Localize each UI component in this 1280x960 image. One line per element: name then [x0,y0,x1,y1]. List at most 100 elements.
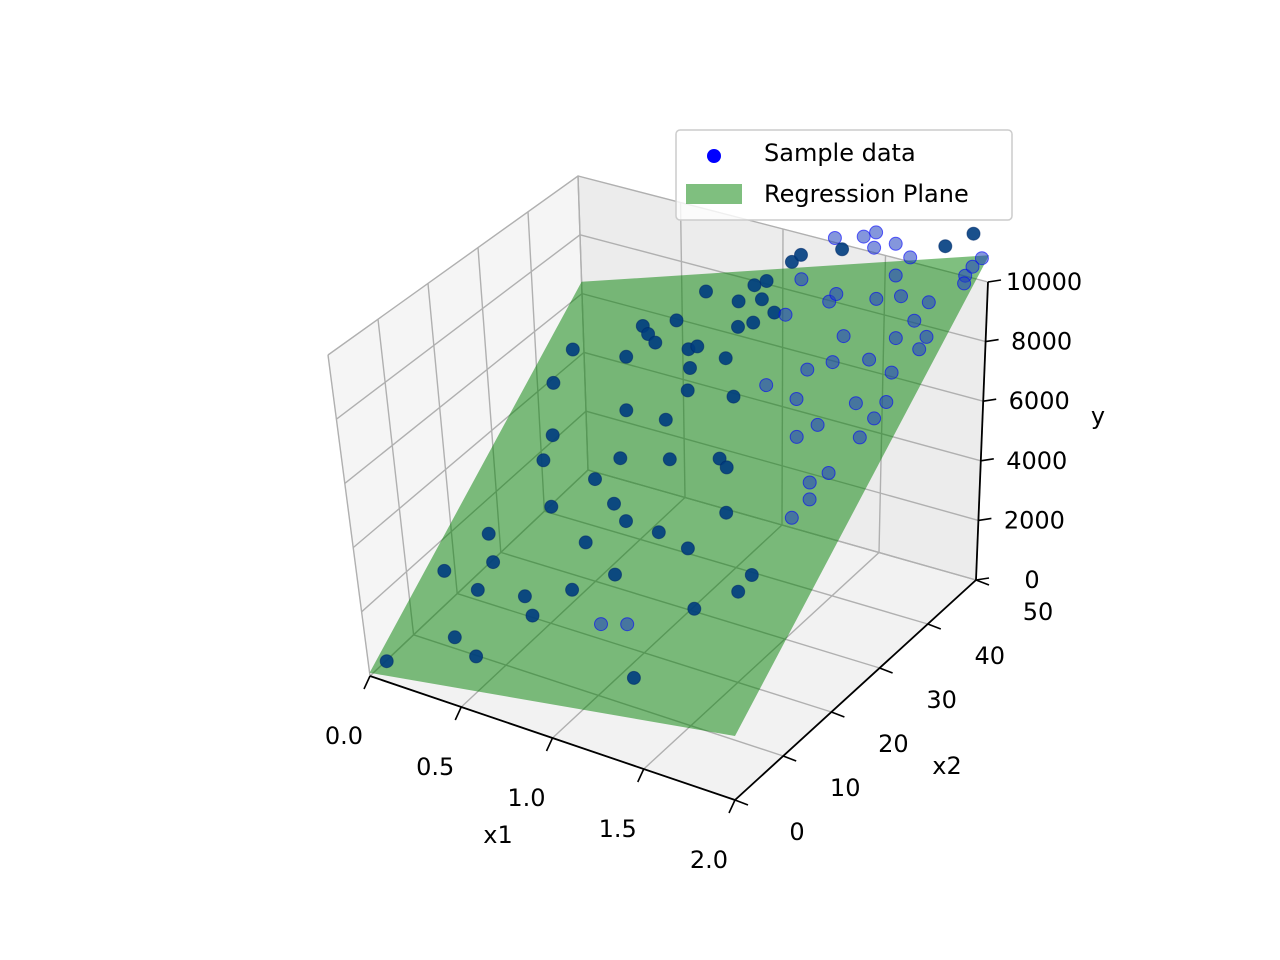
sample-data-points [379,225,989,685]
data-point [852,430,867,445]
data-point [379,654,394,669]
data-point [613,451,628,466]
data-point [651,525,666,540]
z-tick [975,577,990,581]
data-point [789,429,804,444]
data-point [546,375,561,390]
data-point [744,568,759,582]
z-tick-label: 10000 [1006,268,1082,296]
data-point [829,287,844,301]
data-point [545,428,560,443]
data-point [746,315,761,330]
legend-marker-sample-data [707,149,721,163]
x-tick [728,799,736,814]
data-point [800,362,815,377]
data-point [802,492,817,507]
data-point [470,582,485,597]
data-point [469,649,484,664]
z-gridline [327,175,989,356]
data-point [619,403,634,418]
legend-box [675,129,1013,221]
data-point [578,535,593,550]
data-point [778,307,793,322]
y-tick [975,579,990,586]
data-point [884,365,899,380]
z-tick-label: 6000 [1009,387,1070,415]
data-point [731,584,746,599]
data-point [856,229,871,244]
data-point [486,555,501,570]
data-point [789,392,804,406]
y-tick [734,799,749,806]
data-point [690,339,705,354]
data-point [658,412,673,427]
data-point [966,226,981,241]
data-point [754,292,769,307]
y-tick [879,667,893,674]
data-point [957,276,972,291]
data-point [680,541,695,556]
x-tick [545,737,554,752]
y-tick [831,711,845,718]
y-tick-label: 10 [830,774,861,802]
data-point [683,361,697,375]
data-point [974,251,989,266]
data-point [719,460,734,475]
data-point [912,342,927,357]
data-point [669,313,684,328]
data-point [827,231,842,245]
x-tick-label: 0.5 [416,753,454,781]
z-tick-label: 0 [1024,566,1039,594]
data-point [719,505,734,520]
data-point [802,475,817,490]
data-point [607,496,621,511]
data-point [867,240,882,255]
data-point [525,608,540,623]
data-point [680,383,695,398]
data-point [687,601,702,616]
data-point [662,452,677,467]
data-point [938,239,953,254]
data-point [921,295,936,310]
legend: Sample data Regression Plane [675,129,1013,221]
data-point [594,617,608,632]
data-point [648,335,663,350]
data-point [565,342,580,357]
data-point [869,225,884,240]
data-point [903,250,918,265]
data-point [536,453,551,468]
x-tick-label: 1.0 [507,784,545,812]
legend-label-regression-plane: Regression Plane [764,180,969,208]
data-point [718,351,733,366]
data-point [619,349,634,364]
x-tick-label: 0.0 [325,722,363,750]
data-point [747,278,762,293]
x-tick [637,768,645,783]
z-tick-label: 4000 [1006,447,1067,475]
z-tick [983,398,997,402]
data-point [544,499,559,514]
z-axis-line [975,281,989,581]
legend-label-sample-data: Sample data [764,139,916,167]
z-tick-label: 2000 [1004,506,1065,534]
z-axis-label: y [1091,402,1105,430]
data-point [731,294,746,309]
y-tick-label: 50 [1023,598,1054,626]
data-point [879,395,894,409]
y-tick-label: 40 [975,642,1006,670]
y-tick [782,755,797,762]
data-point [784,510,799,525]
regression-plane [369,255,990,736]
x-axis-label: x1 [483,821,512,849]
data-point [447,630,462,645]
data-point [888,236,903,251]
z-tick [980,458,994,462]
data-point [919,329,934,344]
data-point [810,417,825,432]
data-point [565,582,580,597]
y-axis-label: x2 [932,752,961,780]
axis-lines [363,279,1002,814]
data-point [731,319,745,334]
data-point [825,355,840,370]
z-tick-label: 8000 [1011,328,1072,356]
